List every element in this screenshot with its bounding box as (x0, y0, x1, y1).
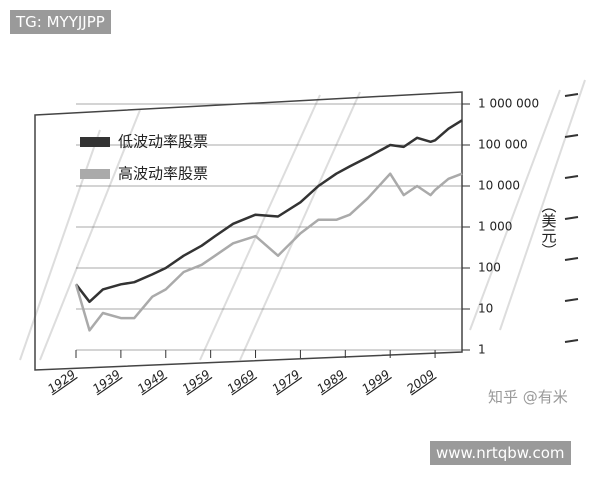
x-tick-label: 1949 (135, 367, 168, 396)
y-tick-label: 100 (478, 261, 501, 275)
legend-swatch (80, 137, 110, 147)
right-dash (564, 175, 579, 179)
plot-frame (34, 91, 463, 371)
x-tick-label: 2009 (404, 367, 437, 396)
right-dash (564, 298, 579, 302)
x-tick-label: 1939 (90, 367, 123, 396)
y-tick-label: 10 (478, 302, 493, 316)
y-tick-label: 1 000 (478, 220, 512, 234)
y-axis-label: （美元） (540, 198, 558, 258)
legend-label: 低波动率股票 (118, 133, 208, 151)
y-tick-label: 10 000 (478, 179, 520, 193)
watermark: www.nrtqbw.com (430, 441, 571, 465)
x-tick-label: 1969 (225, 367, 258, 396)
y-tick-label: 1 (478, 343, 486, 357)
right-dash (564, 93, 579, 97)
watermark: TG: MYYJJPP (10, 10, 111, 34)
y-tick-label: 100 000 (478, 138, 528, 152)
x-tick-label: 1959 (180, 367, 213, 396)
legend-label: 高波动率股票 (118, 165, 208, 183)
series-line (75, 119, 463, 304)
x-tick-label: 1979 (270, 367, 303, 396)
x-tick-label: 1999 (359, 367, 392, 396)
series-line (74, 172, 463, 332)
right-dash (564, 134, 579, 138)
watermark: 知乎 @有米 (488, 388, 568, 406)
hatching (19, 79, 586, 361)
x-tick-label: 1929 (45, 367, 78, 396)
y-tick-label: 1 000 000 (478, 97, 539, 111)
right-dash (564, 257, 579, 261)
right-dash (564, 339, 579, 343)
legend-swatch (80, 169, 110, 179)
right-dash (564, 216, 579, 220)
x-tick-label: 1989 (314, 367, 347, 396)
